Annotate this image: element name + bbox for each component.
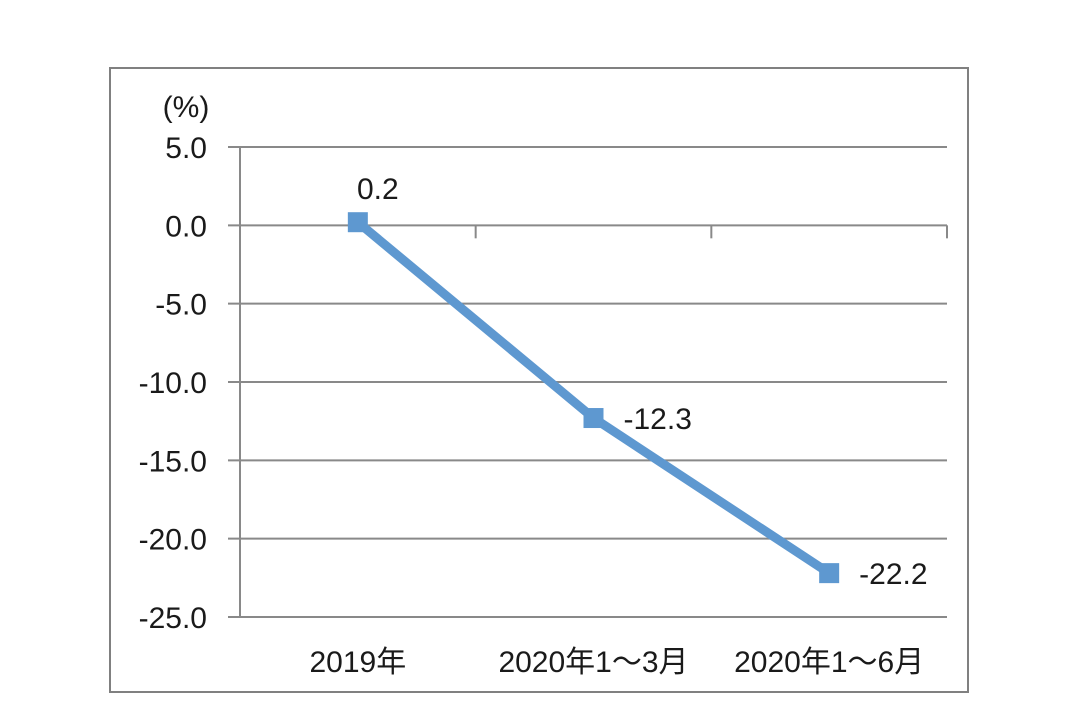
y-axis-tick-label: -5.0: [155, 289, 207, 322]
y-axis-tick-label: -25.0: [139, 602, 207, 635]
y-axis-tick-label: -10.0: [139, 367, 207, 400]
x-axis-category-label: 2020年1～6月: [734, 646, 924, 679]
data-point-label: -12.3: [624, 403, 692, 436]
data-point-marker: [819, 563, 840, 584]
data-point-marker: [583, 408, 604, 429]
y-axis-tick-label: -20.0: [139, 524, 207, 557]
y-axis-tick-label: -15.0: [139, 445, 207, 478]
x-axis-category-label: 2019年: [309, 646, 406, 679]
data-point-marker: [347, 212, 368, 233]
y-axis-tick-label: 0.0: [165, 210, 207, 243]
y-axis-tick-label: 5.0: [165, 132, 207, 165]
chart-border: [109, 67, 969, 693]
y-axis-unit-label: (%): [163, 91, 210, 124]
data-point-label: 0.2: [357, 173, 399, 206]
data-point-label: -22.2: [859, 558, 927, 591]
x-axis-category-label: 2020年1～3月: [498, 646, 688, 679]
